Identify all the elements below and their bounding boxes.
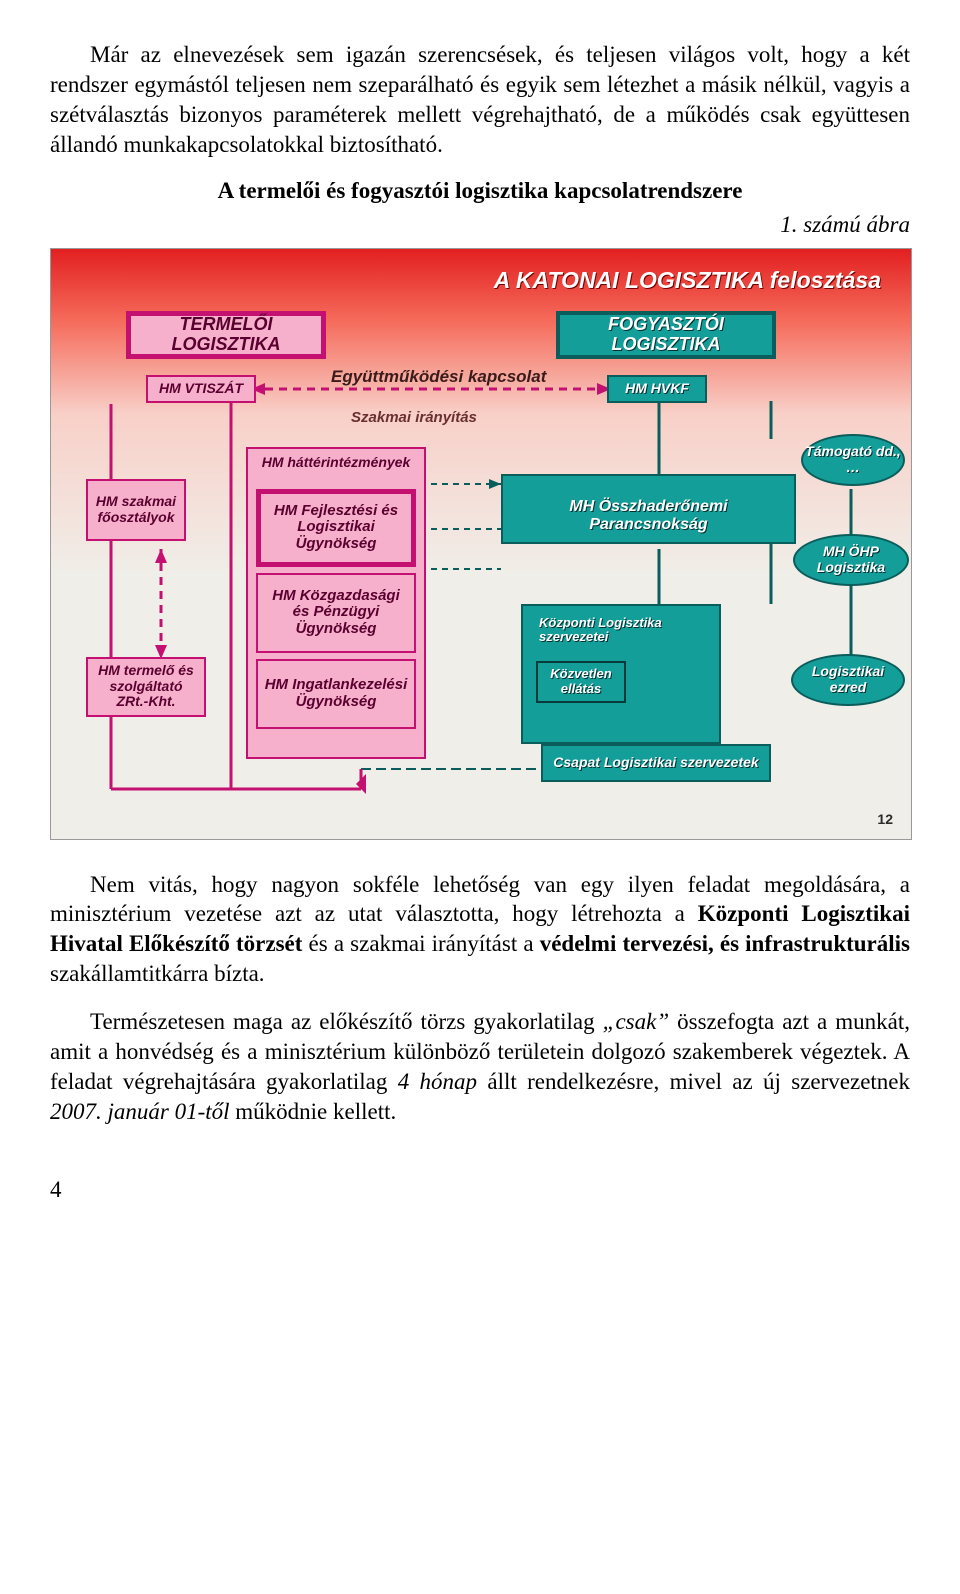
figure-slide-number: 12 bbox=[877, 811, 893, 827]
box-hm-hvkf: HM HVKF bbox=[607, 375, 707, 403]
oval-tamogato-dd: Támogató dd., … bbox=[801, 434, 905, 486]
box-hm-termelo-szolgaltato: HM termelő és szolgáltató ZRt.-Kht. bbox=[86, 657, 206, 717]
figure-caption: 1. számú ábra bbox=[50, 212, 910, 238]
paragraph-2: Nem vitás, hogy nagyon sokféle lehetőség… bbox=[50, 870, 910, 990]
box-mh-osszhaderonemi: MH Összhaderőnemi Parancsnokság bbox=[501, 474, 796, 544]
page-number: 4 bbox=[50, 1177, 910, 1203]
label-mh-ohp: MH Összhaderőnemi Parancsnokság bbox=[517, 498, 780, 533]
box-termeloi-logisztika: TERMELŐI LOGISZTIKA bbox=[126, 311, 326, 359]
diagram-heading: A termelői és fogyasztói logisztika kapc… bbox=[50, 178, 910, 204]
logistics-diagram: A KATONAI LOGISZTIKA felosztása TERMELŐI… bbox=[50, 248, 912, 840]
oval-logisztikai-ezred: Logisztikai ezred bbox=[791, 654, 905, 706]
box-fogyasztoi-logisztika: FOGYASZTÓI LOGISZTIKA bbox=[556, 311, 776, 359]
box-hm-szakmai-foosztalyok: HM szakmai főosztályok bbox=[86, 479, 186, 541]
box-hm-fejlesztesi-logisztikai: HM Fejlesztési és Logisztikai Ügynökség bbox=[256, 489, 416, 567]
oval-mh-ohp-logisztika: MH ÖHP Logisztika bbox=[793, 534, 909, 586]
box-hm-ingatlankezelesi: HM Ingatlankezelési Ügynökség bbox=[256, 659, 416, 729]
box-hm-vtiszat: HM VTISZÁT bbox=[146, 375, 256, 403]
paragraph-3: Természetesen maga az előkészítő törzs g… bbox=[50, 1007, 910, 1127]
label-egyuttmukodesi: Együttműködési kapcsolat bbox=[331, 367, 546, 387]
paragraph-1: Már az elnevezések sem igazán szerencsés… bbox=[50, 40, 910, 160]
box-hm-kozgazdasagi-penzugyi: HM Közgazdasági és Pénzügyi Ügynökség bbox=[256, 573, 416, 653]
box-csapat-logisztikai: Csapat Logisztikai szervezetek bbox=[541, 744, 771, 782]
box-kozvetlen-ellatas: Közvetlen ellátás bbox=[536, 661, 626, 703]
label-szakmai-iranyitas: Szakmai irányítás bbox=[351, 409, 477, 426]
